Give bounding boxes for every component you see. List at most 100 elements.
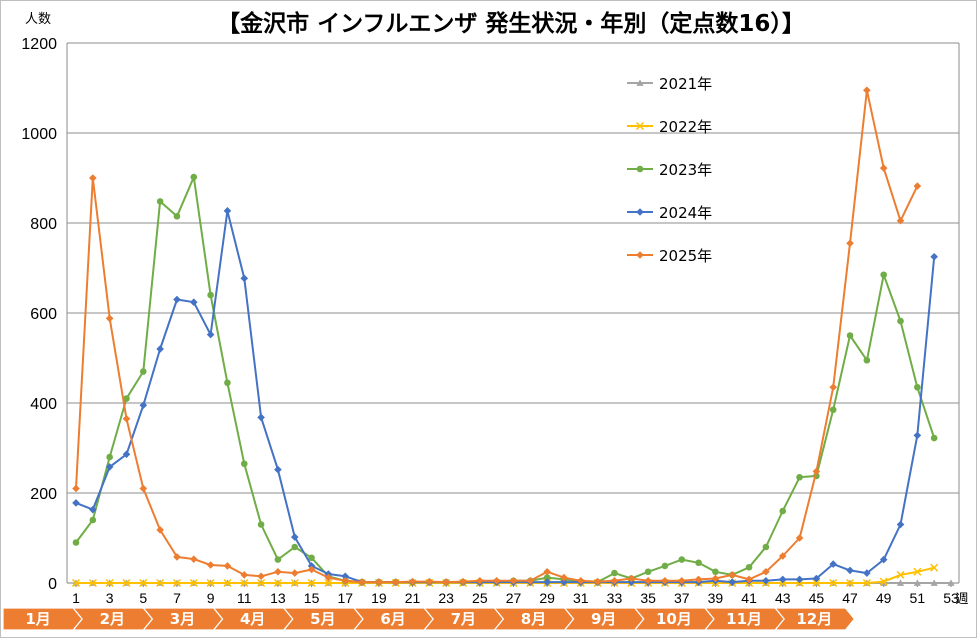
data-point	[846, 566, 854, 575]
data-point	[627, 574, 636, 583]
data-point	[896, 570, 905, 579]
data-point	[678, 556, 686, 563]
data-point	[105, 314, 114, 323]
month-label: 3月	[170, 610, 195, 628]
data-point	[391, 578, 400, 586]
data-point	[879, 164, 888, 172]
legend-item: 2021年	[627, 75, 712, 93]
month-label: 6月	[380, 610, 405, 628]
x-tick-label: 3	[106, 590, 114, 606]
data-point	[711, 574, 720, 583]
data-point	[156, 345, 164, 353]
x-tick-label: 45	[809, 590, 825, 606]
legend-label: 2024年	[659, 204, 712, 222]
data-point	[829, 560, 838, 568]
data-point	[72, 484, 80, 493]
x-tick-label: 39	[708, 590, 724, 606]
data-point	[105, 463, 114, 471]
data-point	[863, 569, 871, 577]
data-point	[677, 576, 686, 585]
data-point	[728, 571, 737, 579]
month-label: 4月	[240, 610, 265, 628]
month-label: 10月	[656, 610, 692, 628]
data-point	[122, 414, 131, 423]
data-point	[307, 578, 316, 588]
x-tick-label: 19	[371, 590, 387, 606]
data-point	[173, 553, 181, 561]
data-point	[240, 578, 249, 588]
data-point	[172, 578, 181, 588]
data-point	[425, 577, 434, 586]
data-point	[779, 507, 787, 515]
data-point	[206, 561, 215, 569]
x-tick-label: 49	[876, 590, 892, 606]
data-point	[862, 578, 871, 588]
x-tick-label: 33	[607, 590, 623, 606]
data-point	[89, 516, 97, 524]
data-point	[762, 576, 770, 585]
data-point	[896, 216, 905, 225]
month-label: 1月	[25, 610, 50, 628]
chart-title: 【金沢市 インフルエンザ 発生状況・年別（定点数16）】	[217, 10, 805, 37]
x-axis-unit: 週	[955, 592, 968, 607]
data-point	[290, 578, 299, 588]
data-point	[224, 379, 231, 387]
data-point	[694, 575, 703, 584]
data-point	[913, 567, 922, 576]
data-point	[593, 577, 602, 586]
x-tick-label: 5	[139, 590, 147, 606]
data-point	[139, 401, 148, 410]
data-point	[223, 578, 232, 588]
data-point	[89, 174, 97, 182]
data-point	[189, 298, 198, 306]
data-point	[71, 578, 81, 588]
data-point	[778, 552, 787, 560]
data-point	[240, 571, 249, 579]
x-tick-label: 43	[775, 590, 791, 606]
data-point	[661, 576, 669, 585]
month-label: 2月	[100, 610, 125, 628]
legend-label: 2023年	[659, 161, 712, 179]
data-point	[156, 198, 164, 205]
y-tick-label: 800	[30, 216, 57, 233]
data-point	[291, 543, 299, 551]
data-point	[879, 577, 888, 586]
data-point	[543, 567, 551, 576]
data-point	[795, 575, 804, 584]
data-point	[611, 569, 618, 577]
data-point	[745, 575, 753, 584]
data-point	[442, 578, 450, 586]
data-point	[324, 578, 333, 588]
x-tick-label: 25	[472, 590, 488, 606]
x-tick-label: 13	[270, 590, 286, 606]
legend-marker	[636, 79, 644, 86]
data-point	[829, 578, 838, 588]
data-point	[930, 579, 938, 586]
data-point	[930, 252, 938, 261]
legend-item: 2022年	[627, 118, 712, 136]
legend-label: 2025年	[659, 247, 712, 265]
month-label: 12月	[796, 610, 832, 628]
month-label: 5月	[310, 610, 335, 628]
data-point	[106, 453, 113, 461]
data-point	[492, 576, 501, 585]
data-point	[509, 576, 518, 585]
data-point	[257, 521, 265, 528]
data-point	[257, 572, 265, 581]
legend-marker	[636, 165, 644, 173]
data-point	[274, 556, 282, 563]
data-point	[610, 576, 619, 585]
data-point	[274, 567, 282, 576]
data-point	[139, 484, 148, 493]
series-line	[75, 89, 919, 584]
series-2022年	[71, 563, 939, 588]
data-point	[930, 563, 939, 572]
data-point	[712, 568, 719, 576]
data-point	[728, 578, 737, 586]
data-point	[206, 330, 215, 339]
legend: 2021年 2022年 2023年 2024年 2025年	[627, 75, 712, 265]
data-point	[930, 434, 938, 442]
y-tick-label: 1000	[21, 126, 57, 143]
data-point	[543, 574, 551, 581]
